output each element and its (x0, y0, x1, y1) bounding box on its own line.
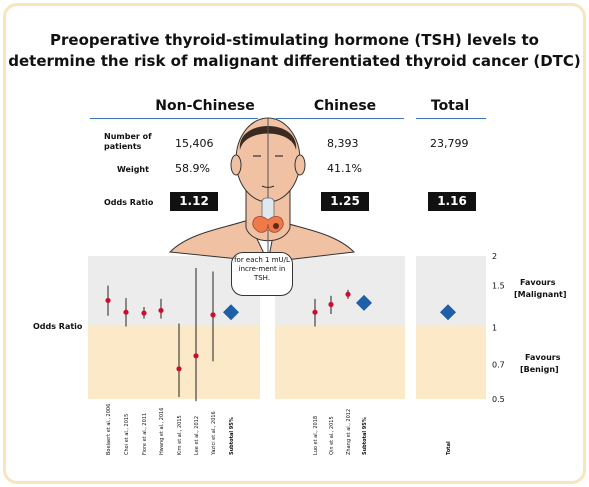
study-point (123, 309, 129, 315)
or-box-chinese: 1.25 (321, 192, 369, 211)
left-ear (230, 154, 242, 176)
col-header-chinese: Chinese (313, 98, 377, 114)
study-label: Fiore et al., 2011 (142, 413, 148, 455)
nodule (273, 223, 279, 229)
y-axis-label: Odds Ratio (33, 322, 83, 331)
col-header-total: Total (430, 98, 470, 114)
study-label: Boelaert et al., 2006 (106, 404, 112, 455)
study-point (345, 291, 351, 297)
study-point (176, 366, 182, 372)
hair (239, 126, 297, 150)
band-upper-chinese (275, 256, 405, 326)
band-lower-total (416, 326, 486, 399)
study-point (328, 301, 334, 308)
favours-malignant-line2: [Malignant] (514, 290, 567, 299)
row-label-weight: Weight (117, 165, 149, 174)
panel-backgrounds (88, 256, 486, 399)
head-illustration (168, 117, 356, 263)
y-tick-label: 1 (492, 324, 497, 333)
patients-chinese: 8,393 (327, 137, 359, 150)
study-point (193, 353, 199, 359)
favours-benign-line1: Favours (525, 353, 561, 362)
study-point (141, 310, 147, 316)
study-label: Hwang et al., 2016 (159, 408, 165, 455)
plot-marks: Boelaert et al., 2006 Choi et al., 2015 Fi… (105, 268, 456, 456)
col-header-non-chinese: Non-Chinese (155, 98, 255, 114)
right-ear (294, 154, 306, 176)
y-tick-label: 2 (492, 252, 497, 261)
rule-total (416, 118, 486, 119)
patients-non-chinese: 15,406 (175, 137, 214, 150)
subtotal-label: Total (446, 441, 452, 455)
study-label: Kim et al., 2015 (177, 415, 183, 455)
y-axis: 2 1.5 1 0.7 0.5 (492, 252, 505, 404)
subtotal-diamond (440, 304, 456, 321)
row-label-patients: Number of patients (104, 132, 152, 151)
weight-non-chinese: 58.9% (175, 162, 210, 175)
or-box-non-chinese: 1.12 (170, 192, 218, 211)
study-label: Choi et al., 2015 (124, 414, 130, 455)
subtotal-label: Subtotal 95% (229, 417, 235, 455)
title-line-2: determine the risk of malignant differen… (8, 52, 581, 70)
favours-malignant-line1: Favours (520, 278, 556, 287)
favours-benign-line2: [Benign] (520, 365, 559, 374)
y-tick-label: 0.5 (492, 395, 505, 404)
mouth (261, 185, 275, 188)
study-point (210, 312, 216, 318)
or-box-total: 1.16 (428, 192, 476, 211)
subtotal-label: Subtotal 95% (362, 417, 368, 455)
chart-title: Preoperative thyroid-stimulating hormone… (0, 30, 589, 72)
study-point (158, 307, 164, 314)
row-label-odds-ratio: Odds Ratio (104, 198, 154, 207)
study-label: Zhang et al., 2012 (346, 409, 352, 455)
study-label: Qin et al., 2015 (329, 416, 335, 455)
y-tick-label: 0.7 (492, 360, 505, 369)
patients-total: 23,799 (430, 137, 469, 150)
study-label: Yazici et al., 2016 (211, 411, 217, 456)
study-point (105, 297, 111, 304)
rule-non-chinese (90, 118, 258, 119)
subtotal-diamond (223, 304, 239, 321)
subtotal-diamond (356, 294, 372, 311)
weight-chinese: 41.1% (327, 162, 362, 175)
y-tick-label: 1.5 (492, 282, 505, 291)
title-line-1: Preoperative thyroid-stimulating hormone… (50, 31, 539, 49)
study-label: Luo et al., 2018 (313, 416, 319, 455)
study-label: Lee et al., 2012 (194, 416, 200, 455)
study-point (312, 309, 318, 315)
tsh-callout: for each 1 mU/L incre-ment in TSH. (231, 252, 293, 296)
rule-chinese (276, 118, 404, 119)
band-lower-chinese (275, 326, 405, 399)
band-lower-non-chinese (88, 326, 260, 399)
